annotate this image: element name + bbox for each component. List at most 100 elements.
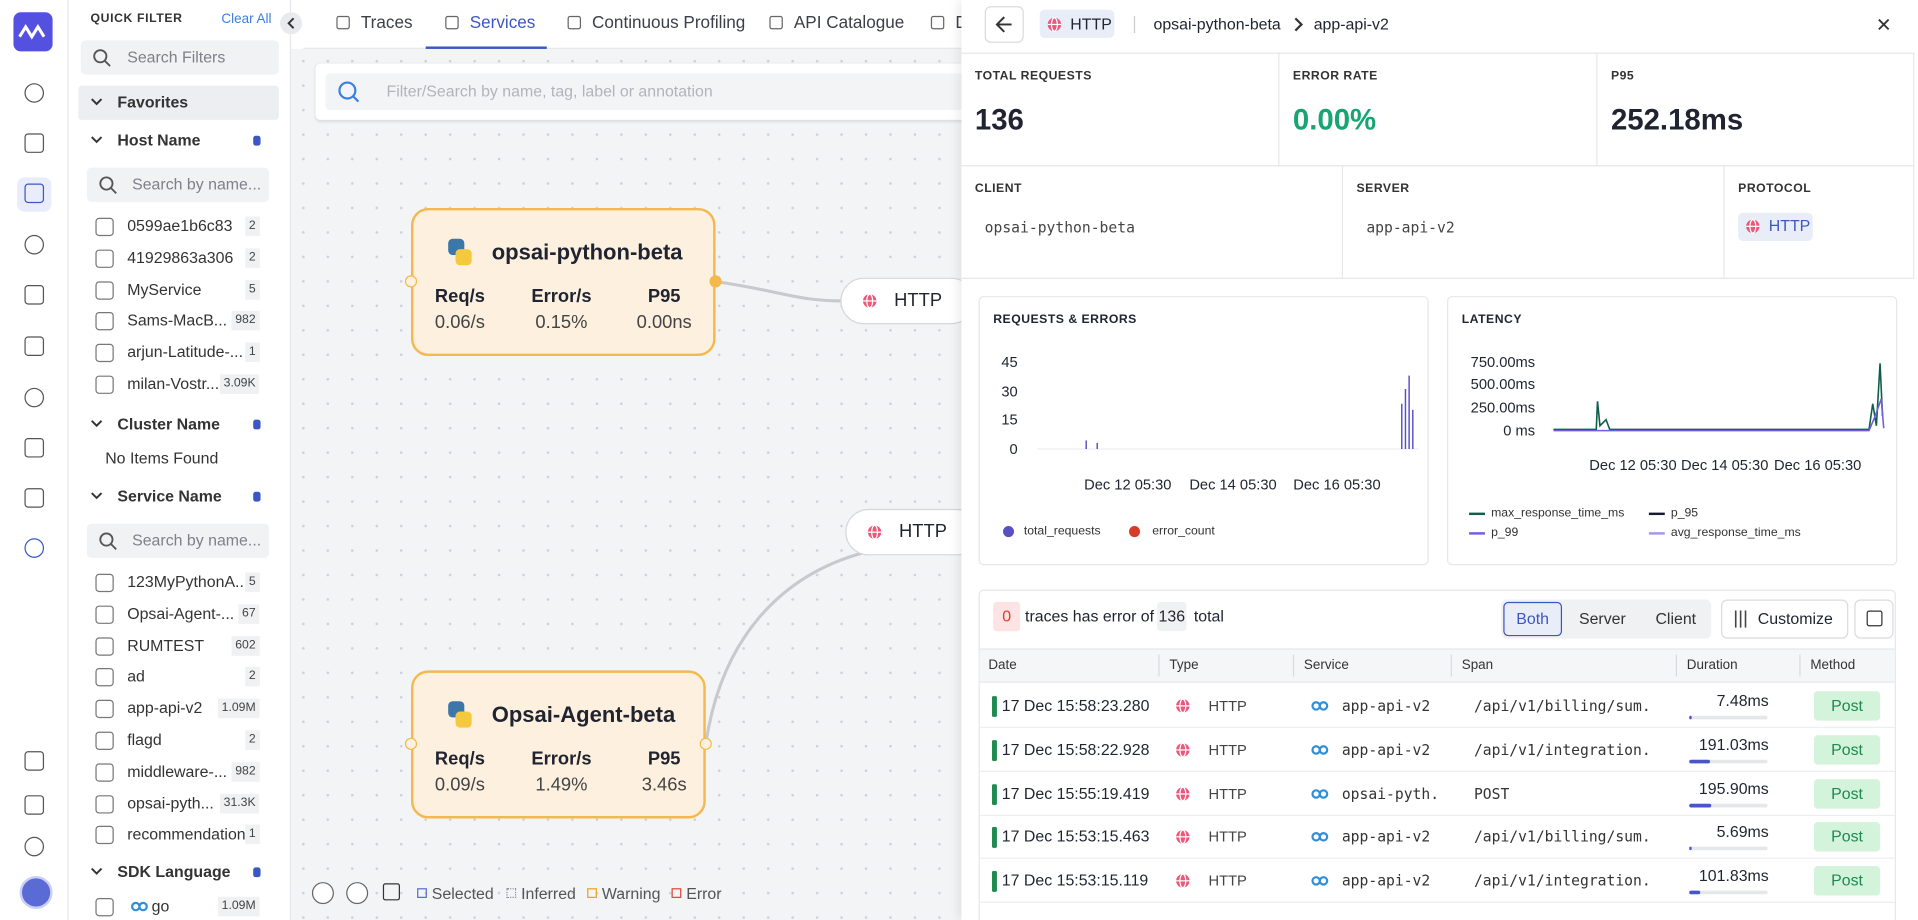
protocol-badge-text: HTTP xyxy=(1070,14,1112,34)
nav-icon[interactable] xyxy=(24,285,45,305)
filter-item-count: 982 xyxy=(231,311,260,331)
edge-pill[interactable] xyxy=(840,277,975,325)
nav-icon[interactable] xyxy=(24,336,45,357)
link-icon xyxy=(1311,832,1329,843)
cell-method: Post xyxy=(1831,871,1863,890)
filter-search[interactable] xyxy=(80,40,279,75)
filter-item-count: 31.3K xyxy=(220,793,260,814)
filter-option[interactable]: Server xyxy=(1578,609,1626,628)
search-icon xyxy=(93,49,111,67)
clear-all[interactable]: Clear All xyxy=(221,12,272,27)
filter-checkbox[interactable] xyxy=(95,344,114,363)
filter-checkbox[interactable] xyxy=(95,280,114,300)
cell-method: Post xyxy=(1831,696,1863,715)
group-search-placeholder: Search by name... xyxy=(132,174,262,194)
help-button[interactable] xyxy=(1854,599,1894,639)
filter-item-label: MyService xyxy=(127,279,202,299)
pin-icon xyxy=(253,135,261,146)
chart-card xyxy=(1447,296,1898,566)
filter-checkbox[interactable] xyxy=(95,573,114,593)
group-search[interactable] xyxy=(86,523,270,558)
nav-icon[interactable] xyxy=(24,387,45,408)
cell-method: Post xyxy=(1831,739,1863,759)
search-icon xyxy=(99,532,117,550)
filter-checkbox[interactable] xyxy=(95,312,114,331)
filter-checkbox[interactable] xyxy=(95,897,114,917)
globe-icon xyxy=(867,524,882,540)
stat-label: TOTAL REQUESTS xyxy=(974,69,1092,84)
column-divider xyxy=(1799,654,1801,677)
filter-item-count: 67 xyxy=(238,604,260,624)
nav-icon[interactable] xyxy=(24,133,45,153)
status-bar xyxy=(992,871,997,893)
breadcrumb[interactable]: opsai-python-beta xyxy=(1153,14,1281,34)
filter-checkbox[interactable] xyxy=(95,794,114,814)
table-row[interactable] xyxy=(979,684,1895,728)
edge-pill[interactable] xyxy=(845,508,980,556)
divider xyxy=(1278,52,1280,167)
nav-icon[interactable] xyxy=(24,183,45,204)
tab[interactable]: Continuous Profiling xyxy=(592,12,746,32)
nav-icon[interactable] xyxy=(24,538,45,558)
app-logo xyxy=(13,12,53,52)
filter-option[interactable]: Both xyxy=(1516,609,1550,628)
chart-card xyxy=(978,296,1429,566)
filter-checkbox[interactable] xyxy=(95,826,114,845)
cell-span: /api/v1/billing/sum... xyxy=(1473,697,1653,715)
table-row[interactable] xyxy=(979,771,1895,816)
filter-checkbox[interactable] xyxy=(95,217,114,237)
y-tick-label: 750.00ms xyxy=(1470,353,1536,371)
filter-checkbox[interactable] xyxy=(95,700,114,719)
method-pill xyxy=(1814,691,1881,721)
nav-icon[interactable] xyxy=(24,234,45,255)
filter-checkbox[interactable] xyxy=(95,375,114,394)
table-row[interactable] xyxy=(979,815,1895,860)
tab-icon xyxy=(769,15,783,30)
chevron-icon xyxy=(91,136,103,144)
zoom-button[interactable] xyxy=(311,882,334,905)
nav-icon[interactable] xyxy=(24,795,45,815)
user-avatar[interactable] xyxy=(19,875,53,909)
filter-checkbox[interactable] xyxy=(95,605,114,624)
column-divider xyxy=(1292,654,1295,677)
node-port xyxy=(404,737,418,750)
nav-icon[interactable] xyxy=(24,751,45,771)
map-search-input[interactable] xyxy=(325,73,974,111)
table-row[interactable] xyxy=(979,859,1895,904)
tab[interactable]: API Catalogue xyxy=(793,12,905,32)
service-node[interactable] xyxy=(410,207,716,357)
nav-icon[interactable] xyxy=(24,488,45,508)
filter-item-count: 2 xyxy=(245,667,260,687)
filter-checkbox[interactable] xyxy=(95,731,114,750)
filter-option[interactable]: Client xyxy=(1655,609,1697,628)
filter-checkbox[interactable] xyxy=(95,636,114,656)
nav-icon[interactable] xyxy=(24,83,45,103)
chart-legend-label: error_count xyxy=(1152,524,1215,539)
filter-checkbox[interactable] xyxy=(95,763,114,782)
cell-span: /api/v1/integration... xyxy=(1473,741,1653,759)
customize-button[interactable] xyxy=(1721,599,1849,639)
nav-icon[interactable] xyxy=(24,437,45,458)
group-search[interactable] xyxy=(86,167,270,202)
filter-item-label: Opsai-Agent-... xyxy=(127,604,235,623)
globe-icon xyxy=(862,293,877,309)
tab[interactable]: Services xyxy=(469,12,536,32)
link-icon xyxy=(131,901,148,912)
nav-icon[interactable] xyxy=(24,836,45,857)
filter-checkbox[interactable] xyxy=(95,668,114,687)
cell-type: HTTP xyxy=(1208,828,1247,846)
back-button[interactable] xyxy=(984,6,1024,43)
filter-item-count: 602 xyxy=(231,635,260,656)
cell-method: Post xyxy=(1831,783,1863,803)
detail-panel xyxy=(961,0,1918,920)
divider xyxy=(1723,166,1725,279)
fit-button[interactable] xyxy=(382,883,400,901)
collapse-button[interactable] xyxy=(280,12,303,35)
filter-checkbox[interactable] xyxy=(95,249,114,268)
logo-mark xyxy=(18,24,46,40)
zoom-button[interactable] xyxy=(346,882,369,905)
legend-line xyxy=(1469,532,1485,535)
table-row[interactable] xyxy=(979,728,1895,772)
tab[interactable]: Traces xyxy=(360,12,413,32)
